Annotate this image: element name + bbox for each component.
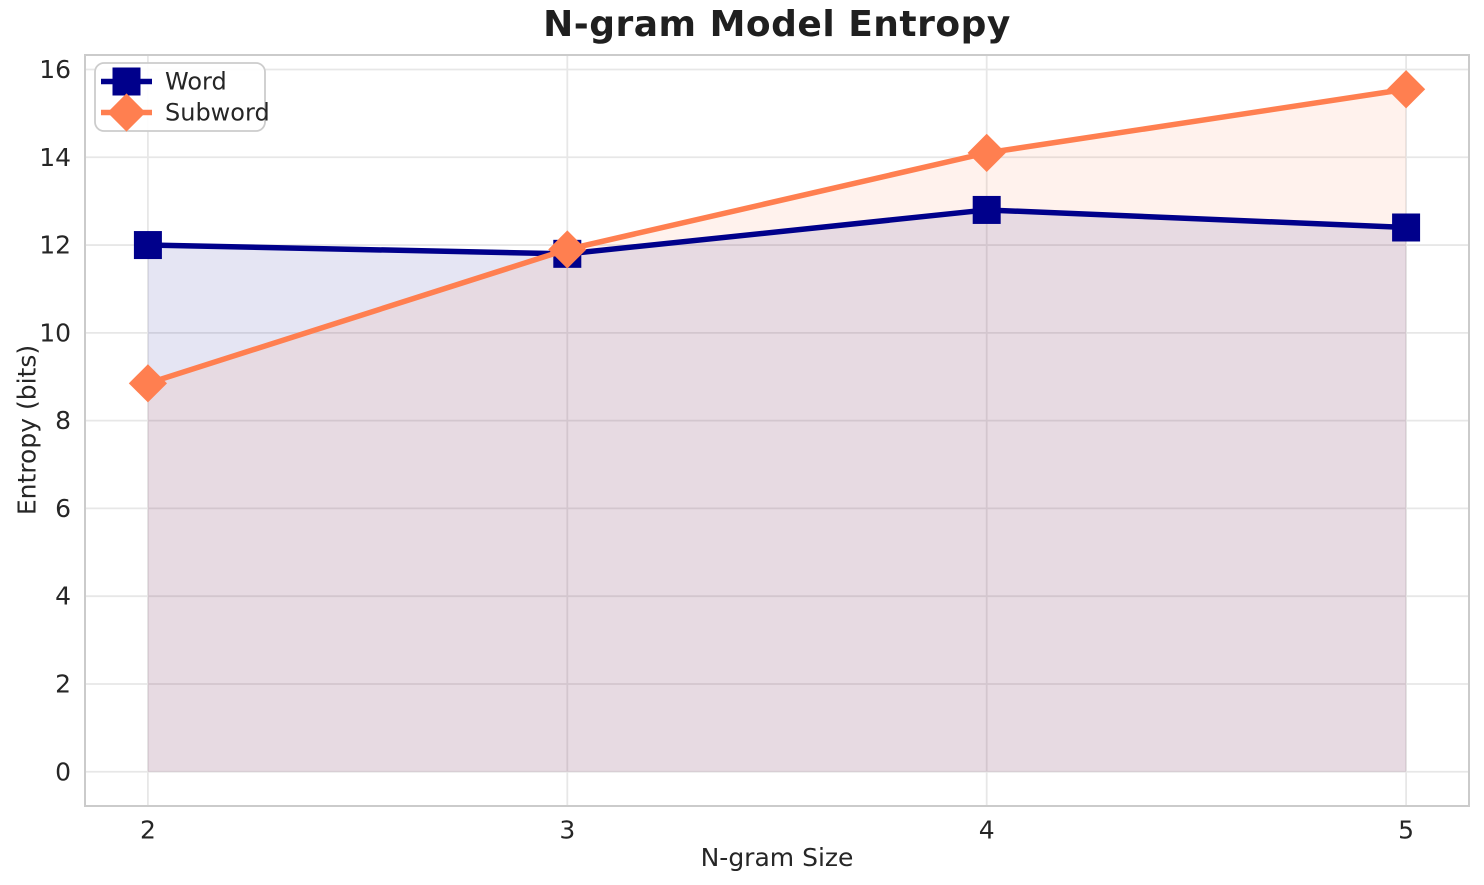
x-tick-5: 5 bbox=[1398, 816, 1414, 845]
line-word bbox=[145, 207, 1409, 257]
legend-marker-word bbox=[112, 67, 141, 96]
plot-border bbox=[84, 54, 1470, 807]
line-subword bbox=[145, 86, 1409, 387]
marker-word-x2 bbox=[133, 231, 162, 260]
area-fill-word bbox=[147, 209, 1407, 772]
area-fills bbox=[147, 89, 1407, 772]
legend-label-word: Word bbox=[165, 68, 227, 96]
y-axis-ticks: 0 2 4 6 8 10 12 14 16 bbox=[39, 55, 71, 786]
chart-title: N-gram Model Entropy bbox=[543, 4, 1011, 45]
y-tick-12: 12 bbox=[39, 231, 71, 260]
series-subword bbox=[128, 70, 1426, 403]
area-fill-subword bbox=[147, 89, 1407, 772]
gridlines bbox=[85, 55, 1469, 806]
legend-entry-word: Word bbox=[101, 67, 227, 96]
y-tick-10: 10 bbox=[39, 318, 71, 347]
y-tick-14: 14 bbox=[39, 143, 71, 172]
x-axis-label: N-gram Size bbox=[700, 843, 854, 872]
y-tick-8: 8 bbox=[55, 406, 71, 435]
x-tick-2: 2 bbox=[140, 816, 156, 845]
y-axis-label: Entropy (bits) bbox=[12, 344, 42, 516]
marker-subword-x2 bbox=[128, 364, 168, 403]
marker-subword-x5 bbox=[1386, 70, 1426, 109]
legend-marker-subword bbox=[107, 93, 146, 132]
x-axis-ticks: 2 3 4 5 bbox=[140, 816, 1414, 845]
x-tick-3: 3 bbox=[559, 816, 575, 845]
y-tick-4: 4 bbox=[55, 582, 71, 611]
y-tick-16: 16 bbox=[39, 55, 71, 84]
marker-word-x5 bbox=[1392, 213, 1421, 242]
x-tick-4: 4 bbox=[979, 816, 995, 845]
legend-label-subword: Subword bbox=[165, 99, 270, 127]
legend: Word Subword bbox=[94, 62, 270, 132]
legend-entry-subword: Subword bbox=[101, 93, 270, 132]
y-tick-0: 0 bbox=[55, 757, 71, 786]
y-tick-2: 2 bbox=[55, 669, 71, 698]
marker-word-x4 bbox=[972, 195, 1001, 224]
y-tick-6: 6 bbox=[55, 494, 71, 523]
